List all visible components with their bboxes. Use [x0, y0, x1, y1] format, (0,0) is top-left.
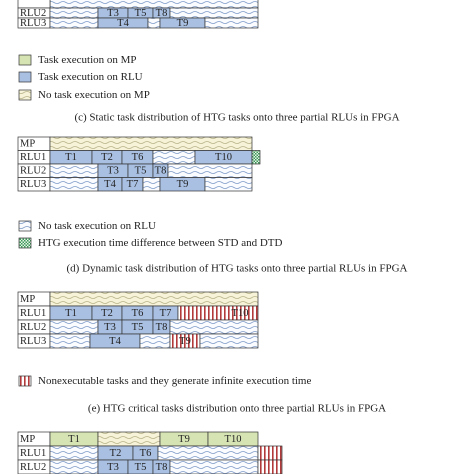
row-label: RLU2	[20, 462, 46, 473]
row-label: RLU3	[20, 336, 46, 347]
task-label: T6	[140, 448, 152, 459]
task-label: T2	[101, 308, 113, 319]
task-label: T10	[232, 308, 249, 319]
segment	[169, 319, 259, 335]
row-label: RLU2	[20, 166, 46, 177]
segment	[49, 291, 259, 307]
task-label: T4	[109, 336, 121, 347]
segment	[49, 136, 253, 151]
task-label: T4	[104, 179, 116, 190]
segment	[142, 177, 161, 192]
segment	[49, 333, 91, 349]
segment	[49, 459, 99, 474]
legend-text: Nonexecutable tasks and they generate in…	[38, 375, 311, 387]
task-label: T4	[117, 18, 129, 29]
segment	[49, 445, 99, 461]
segment	[257, 445, 283, 461]
caption: (e) HTG critical tasks distribution onto…	[88, 403, 386, 415]
task-label: T7	[127, 179, 139, 190]
segment	[204, 177, 253, 192]
segment	[49, 319, 99, 335]
task-label: T9	[179, 336, 191, 347]
legend-swatch	[18, 71, 32, 83]
segment	[251, 150, 261, 165]
task-label: T9	[178, 434, 190, 445]
task-label: T5	[135, 462, 147, 473]
task-label: T5	[135, 8, 147, 19]
segment	[49, 163, 99, 178]
task-label: T2	[110, 448, 122, 459]
row-label-cell	[17, 0, 51, 9]
task-label: T8	[156, 462, 168, 473]
legend-swatch	[18, 89, 32, 101]
task-label: T3	[104, 322, 116, 333]
row-label: RLU3	[20, 18, 46, 29]
caption: (d) Dynamic task distribution of HTG tas…	[67, 263, 408, 275]
row-label: RLU1	[20, 152, 46, 163]
task-label: T9	[177, 179, 189, 190]
segment	[97, 431, 161, 447]
row-label: MP	[20, 294, 35, 305]
segment	[157, 445, 259, 461]
task-label: T3	[107, 166, 119, 177]
segment	[49, 7, 99, 19]
task-label: T10	[225, 434, 242, 445]
task-label: T5	[135, 166, 147, 177]
segment	[152, 150, 196, 165]
row-label: MP	[20, 434, 35, 445]
row-label: MP	[20, 139, 35, 150]
task-label: T8	[155, 166, 167, 177]
legend-text: Task execution on MP	[38, 54, 137, 66]
task-label: T9	[177, 18, 189, 29]
legend-text: No task execution on RLU	[38, 220, 156, 232]
task-label: T8	[156, 8, 168, 19]
task-label: T1	[65, 308, 77, 319]
segment	[49, 0, 259, 9]
task-label: T1	[65, 152, 77, 163]
row-label: RLU2	[20, 8, 46, 19]
row-label: RLU1	[20, 448, 46, 459]
segment	[49, 177, 99, 192]
row-label: RLU1	[20, 308, 46, 319]
segment	[199, 333, 259, 349]
task-label: T8	[156, 322, 168, 333]
legend-text: HTG execution time difference between ST…	[38, 237, 283, 249]
row-label: RLU2	[20, 322, 46, 333]
legend-swatch	[18, 237, 32, 249]
segment	[139, 333, 171, 349]
task-label: T10	[215, 152, 232, 163]
task-label: T7	[160, 308, 172, 319]
segment	[147, 17, 161, 29]
task-label: T5	[132, 322, 144, 333]
legend-swatch	[18, 220, 32, 232]
segment	[49, 17, 99, 29]
legend-swatch	[18, 375, 32, 387]
legend-swatch	[18, 54, 32, 66]
task-label: T1	[68, 434, 80, 445]
legend-text: Task execution on RLU	[38, 71, 143, 83]
row-label: RLU3	[20, 179, 46, 190]
task-label: T6	[132, 308, 144, 319]
segment	[204, 17, 259, 29]
legend-text: No task execution on MP	[38, 89, 150, 101]
segment	[169, 7, 259, 19]
task-label: T2	[101, 152, 113, 163]
task-label: T3	[107, 8, 119, 19]
caption: (c) Static task distribution of HTG task…	[74, 112, 399, 124]
segment	[257, 459, 283, 474]
segment	[169, 459, 259, 474]
task-label: T3	[107, 462, 119, 473]
task-label: T6	[132, 152, 144, 163]
segment	[167, 163, 253, 178]
